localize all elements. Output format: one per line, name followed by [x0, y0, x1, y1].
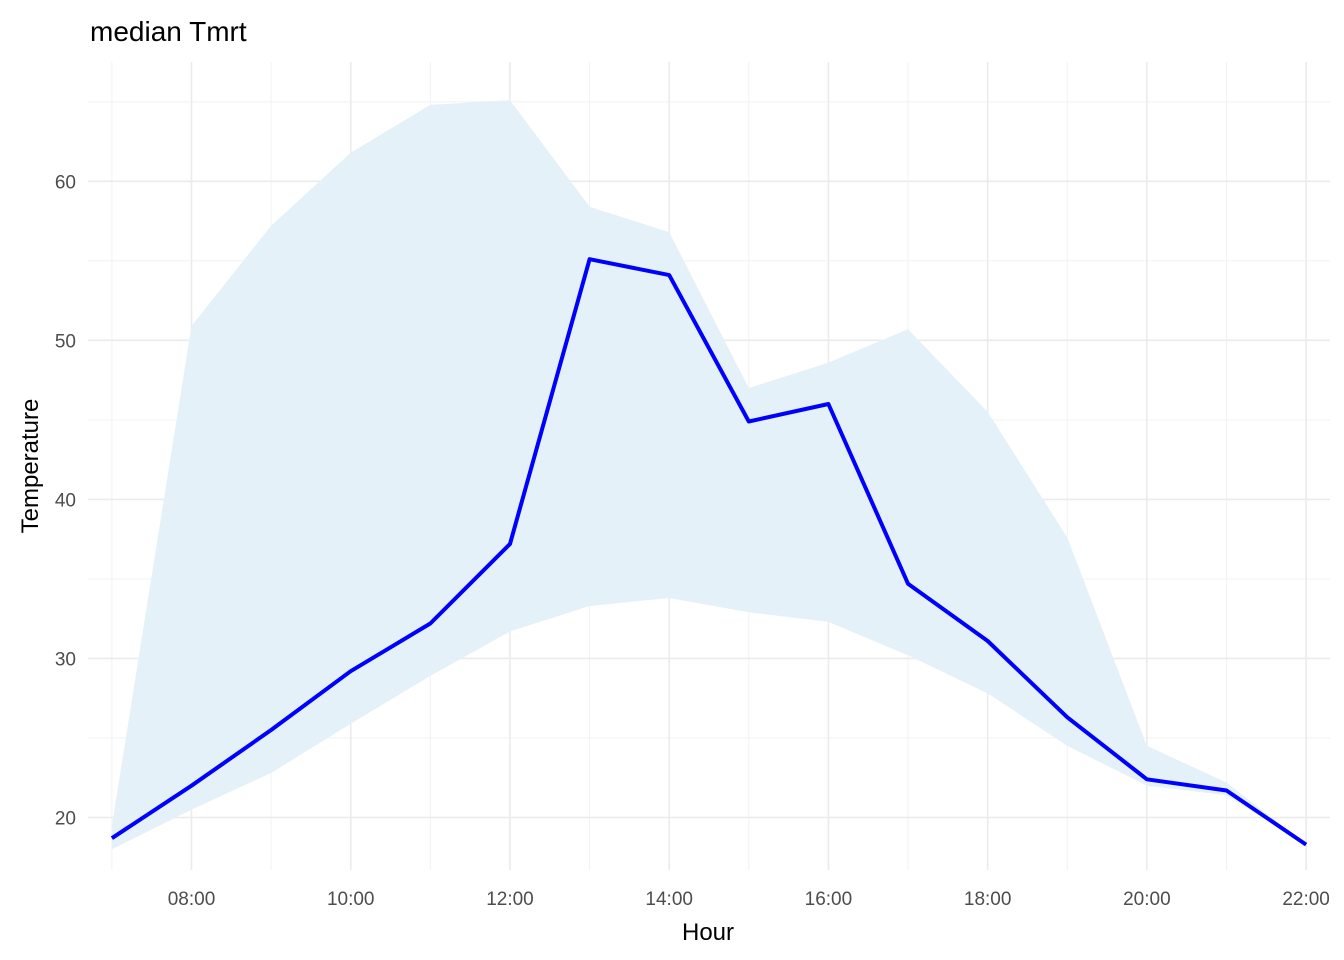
range-ribbon: [111, 100, 1307, 850]
x-tick-label: 12:00: [486, 889, 534, 910]
x-axis-title: Hour: [682, 919, 734, 946]
line-layer: [110, 257, 1308, 847]
x-tick-label: 10:00: [327, 889, 375, 910]
y-tick-label: 30: [55, 649, 76, 670]
ribbon-layer: [111, 100, 1307, 850]
tick-labels: 08:00 10:00 12:00 14:00 16:00 18:00 20:00 22:00…: [55, 172, 1330, 910]
y-tick-label: 40: [55, 490, 76, 511]
chart-title: median Tmrt: [90, 16, 247, 47]
y-axis-title: Temperature: [17, 399, 44, 534]
grid-lines: [88, 62, 1330, 870]
x-tick-label: 18:00: [964, 889, 1012, 910]
x-tick-label: 08:00: [168, 889, 216, 910]
y-tick-label: 50: [55, 331, 76, 352]
x-tick-label: 16:00: [805, 889, 853, 910]
x-tick-label: 20:00: [1123, 889, 1171, 910]
y-tick-label: 20: [55, 809, 76, 830]
y-tick-label: 60: [55, 172, 76, 193]
x-tick-label: 22:00: [1282, 889, 1330, 910]
median-line: [110, 257, 1308, 847]
x-tick-label: 14:00: [645, 889, 693, 910]
